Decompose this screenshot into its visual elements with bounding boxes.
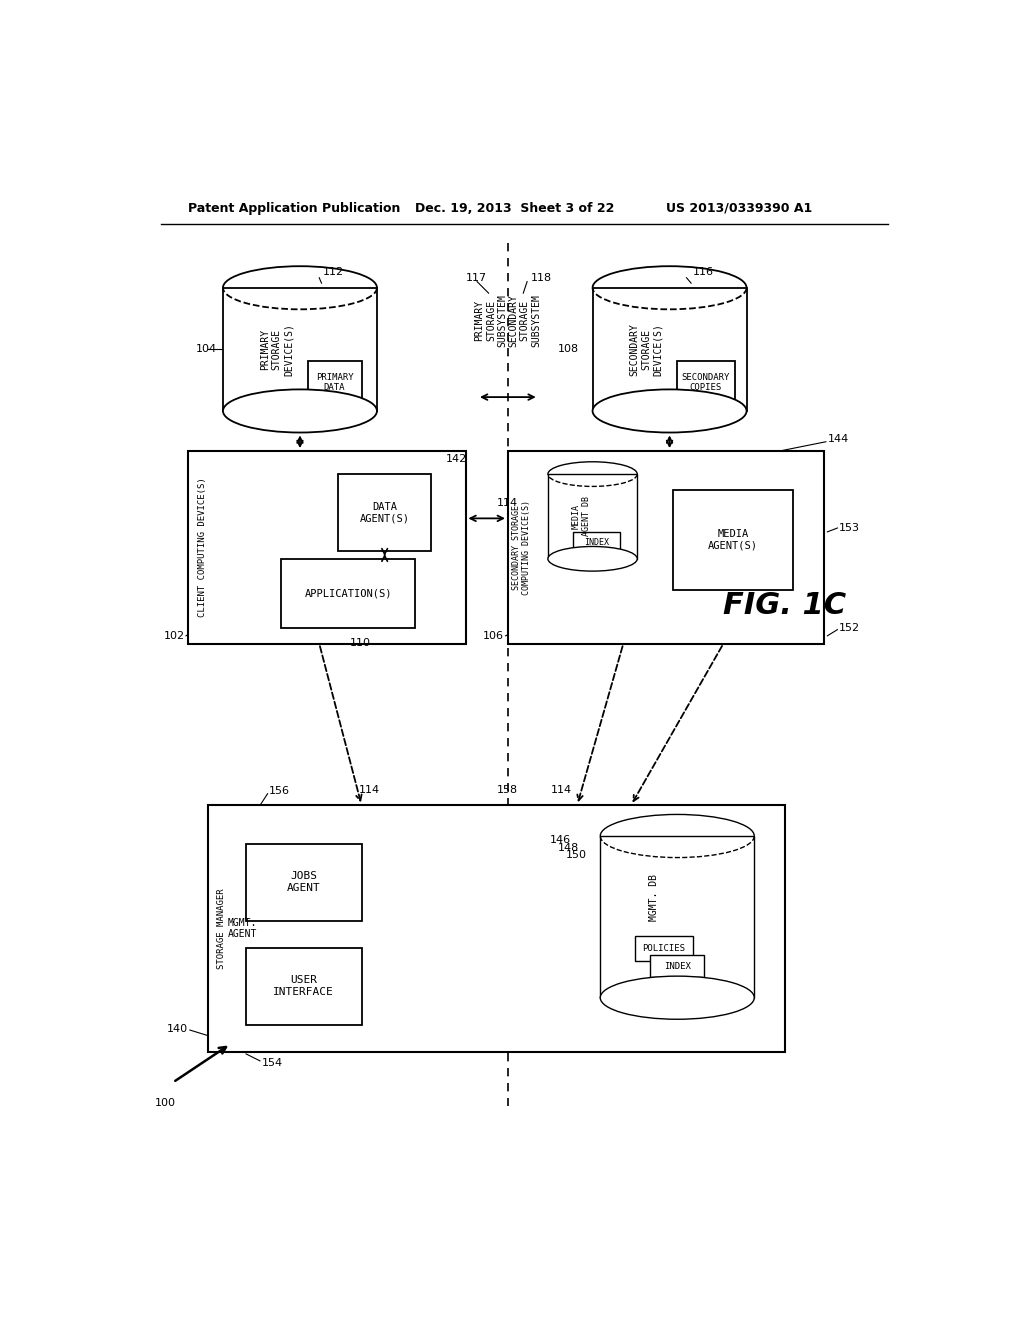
Text: INDEX: INDEX: [664, 962, 691, 970]
Text: 152: 152: [839, 623, 860, 634]
Bar: [548, 474, 637, 558]
Bar: [285, 562, 419, 632]
Text: SECONDARY
COPIES: SECONDARY COPIES: [682, 372, 730, 392]
Text: US 2013/0339390 A1: US 2013/0339390 A1: [666, 202, 812, 215]
Bar: [339, 474, 431, 552]
Text: STORAGE MANAGER: STORAGE MANAGER: [217, 888, 226, 969]
Bar: [246, 843, 361, 921]
Text: 156: 156: [269, 787, 290, 796]
Text: 158: 158: [498, 785, 518, 795]
Ellipse shape: [600, 977, 755, 1019]
Text: PRIMARY
STORAGE
SUBSYSTEM: PRIMARY STORAGE SUBSYSTEM: [474, 293, 508, 347]
Text: DATA
AGENT(S): DATA AGENT(S): [359, 502, 410, 524]
Ellipse shape: [223, 389, 377, 433]
Text: 114: 114: [498, 498, 518, 508]
Text: FIG. 1C: FIG. 1C: [724, 590, 847, 619]
Text: SECONDARY STORAGE
COMPUTING DEVICE(S): SECONDARY STORAGE COMPUTING DEVICE(S): [512, 500, 531, 595]
Text: PRIMARY
STORAGE
DEVICE(S): PRIMARY STORAGE DEVICE(S): [260, 323, 294, 376]
Text: 106: 106: [483, 631, 504, 640]
Bar: [573, 532, 620, 553]
Text: 110: 110: [350, 639, 371, 648]
Text: 104: 104: [196, 345, 217, 354]
Bar: [289, 566, 423, 636]
Text: MGMT. DB: MGMT. DB: [649, 874, 659, 921]
Bar: [188, 451, 466, 644]
Bar: [600, 836, 755, 998]
Text: 148: 148: [558, 842, 580, 853]
Text: 108: 108: [558, 345, 579, 354]
Bar: [346, 482, 438, 558]
Text: 117: 117: [466, 273, 486, 282]
Text: Dec. 19, 2013  Sheet 3 of 22: Dec. 19, 2013 Sheet 3 of 22: [416, 202, 614, 215]
Bar: [593, 288, 746, 411]
Text: 112: 112: [323, 268, 344, 277]
Text: 142: 142: [446, 454, 468, 463]
Text: APPLICATION(S): APPLICATION(S): [304, 589, 392, 598]
Text: MEDIA
AGENT(S): MEDIA AGENT(S): [708, 529, 758, 550]
Text: 102: 102: [164, 631, 184, 640]
Text: SECONDARY
STORAGE
SUBSYSTEM: SECONDARY STORAGE SUBSYSTEM: [508, 293, 542, 347]
Text: Patent Application Publication: Patent Application Publication: [188, 202, 400, 215]
Text: 100: 100: [155, 1098, 176, 1107]
Text: 118: 118: [531, 273, 552, 282]
Bar: [677, 360, 735, 404]
Text: 154: 154: [261, 1059, 283, 1068]
Text: 144: 144: [827, 434, 849, 445]
Bar: [223, 288, 377, 411]
Bar: [281, 558, 416, 628]
Text: 146: 146: [550, 834, 571, 845]
Text: MGMT.
AGENT: MGMT. AGENT: [227, 917, 257, 940]
Text: PRIMARY
DATA: PRIMARY DATA: [315, 372, 353, 392]
Text: MEDIA
AGENT DB: MEDIA AGENT DB: [571, 496, 591, 536]
Text: JOBS
AGENT: JOBS AGENT: [287, 871, 321, 894]
Bar: [208, 805, 785, 1052]
Bar: [246, 948, 361, 1024]
Text: USER
INTERFACE: USER INTERFACE: [273, 975, 334, 997]
Bar: [508, 451, 823, 644]
Bar: [650, 956, 705, 977]
Text: INDEX: INDEX: [584, 539, 609, 546]
Text: 116: 116: [692, 268, 714, 277]
Bar: [307, 360, 361, 404]
Bar: [342, 478, 435, 554]
Text: 114: 114: [551, 785, 572, 795]
Text: 140: 140: [167, 1023, 188, 1034]
Bar: [674, 490, 793, 590]
Ellipse shape: [593, 389, 746, 433]
Bar: [635, 936, 692, 961]
Text: 150: 150: [565, 850, 587, 861]
Text: 114: 114: [358, 785, 380, 795]
Text: CLIENT COMPUTING DEVICE(S): CLIENT COMPUTING DEVICE(S): [198, 478, 207, 618]
Text: POLICIES: POLICIES: [642, 944, 685, 953]
Text: SECONDARY
STORAGE
DEVICE(S): SECONDARY STORAGE DEVICE(S): [630, 323, 664, 376]
Text: 153: 153: [839, 523, 860, 533]
Ellipse shape: [548, 546, 637, 572]
